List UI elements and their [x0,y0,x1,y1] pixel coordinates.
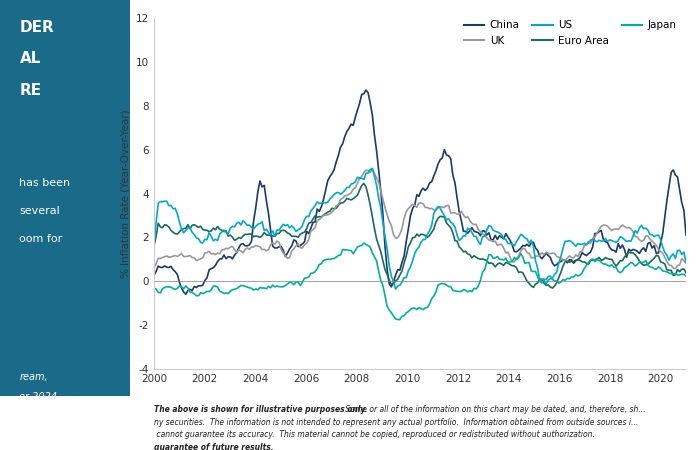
Line: Euro Area: Euro Area [154,183,686,288]
Japan [682,274,690,279]
Text: cannot guarantee its accuracy.  This material cannot be copied, reproduced or re: cannot guarantee its accuracy. This mate… [154,430,595,439]
Euro Area [360,180,368,186]
Euro Area [491,264,499,270]
Euro Area [673,267,682,272]
US [160,198,169,204]
China [576,255,584,260]
UK [491,238,499,244]
China [150,273,158,278]
Japan [395,317,404,322]
Euro Area [309,216,317,222]
US [576,242,584,247]
Euro Area [160,222,169,227]
Line: UK: UK [154,169,686,269]
US [368,166,377,171]
Euro Area [682,270,690,275]
China [362,87,370,93]
Japan [527,268,536,274]
Japan [673,272,682,278]
Euro Area [576,258,584,263]
Euro Area [548,285,556,291]
Text: DER: DER [20,20,54,35]
Text: guarantee of future results.: guarantee of future results. [154,443,274,450]
Y-axis label: % Inflation Rate (Year-Over-Year): % Inflation Rate (Year-Over-Year) [120,109,130,278]
US [309,206,317,211]
China [527,240,536,246]
Japan [150,285,158,291]
US [682,260,690,265]
US [527,238,536,243]
Text: Some or all of the information on this chart may be dated, and, therefore, sh...: Some or all of the information on this c… [343,405,645,414]
Text: has been: has been [20,178,71,188]
Text: oom for: oom for [20,234,63,243]
Japan [160,285,169,290]
UK [368,166,377,172]
China [494,237,502,242]
Legend: China, UK, US, Euro Area, Japan: China, UK, US, Euro Area, Japan [459,16,681,50]
Line: Japan: Japan [154,243,686,320]
Text: er 2024.: er 2024. [20,392,61,402]
Japan [360,240,368,246]
UK [682,261,690,266]
China [311,219,319,225]
China [682,232,690,238]
Text: ny securities.  The information is not intended to represent any actual portfoli: ny securities. The information is not in… [154,418,638,427]
UK [671,266,680,271]
Text: several: several [20,206,60,216]
Euro Area [525,281,533,286]
UK [160,254,169,260]
US [673,248,682,253]
Line: US: US [154,168,686,289]
UK [574,254,582,259]
US [391,286,400,292]
Japan [309,270,317,276]
China [673,174,682,180]
Line: China: China [154,90,686,294]
China [181,292,190,297]
Euro Area [150,243,158,249]
Text: RE: RE [20,83,41,98]
UK [673,263,682,268]
UK [150,265,158,270]
Text: ream,: ream, [20,372,48,382]
Japan [494,254,502,259]
UK [525,251,533,256]
Text: The above is shown for illustrative purposes only.: The above is shown for illustrative purp… [154,405,368,414]
US [494,229,502,234]
US [150,240,158,246]
China [160,263,169,269]
Text: AL: AL [20,51,41,67]
UK [309,227,317,232]
Japan [576,273,584,278]
